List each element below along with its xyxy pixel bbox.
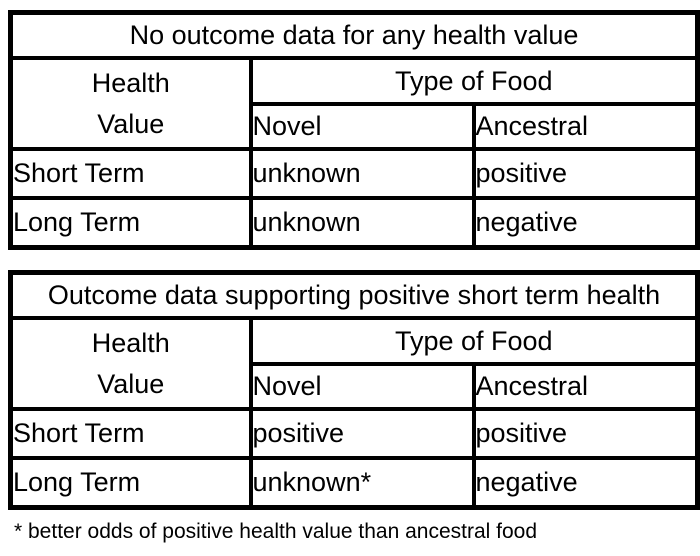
table-2-type-of-food-header: Type of Food <box>248 316 700 366</box>
table-1-type-of-food-header: Type of Food <box>248 56 700 106</box>
table-2-cell-short-term-ancestral: positive <box>471 407 700 460</box>
table-row: Novel Ancestral <box>11 362 700 411</box>
table-no-outcome-data: No outcome data for any health value Hea… <box>8 10 700 250</box>
page: No outcome data for any health value Hea… <box>8 10 700 543</box>
table-1-row-header-short-term: Short Term <box>8 147 253 200</box>
table-2-column-header-novel: Novel <box>248 362 476 411</box>
table-1-column-header-ancestral: Ancestral <box>471 102 700 151</box>
table-row: Health Value Type of Food <box>8 316 700 411</box>
table-2-cell-long-term-novel: unknown* <box>248 456 476 510</box>
table-2-row-header-long-term: Long Term <box>8 456 253 510</box>
table-1-row-header-long-term: Long Term <box>8 196 253 250</box>
table-row: Outcome data supporting positive short t… <box>8 270 700 320</box>
table-2-health-value-header: Health Value <box>8 316 253 411</box>
table-2-cell-short-term-novel: positive <box>248 407 476 460</box>
health-label-line1: Health <box>91 328 170 358</box>
table-row: Long Term unknown negative <box>8 196 700 250</box>
table-2-column-header-ancestral: Ancestral <box>471 362 700 411</box>
table-1-cell-long-term-novel: unknown <box>248 196 476 250</box>
table-row: Health Value Type of Food <box>8 56 700 151</box>
table-1-cell-short-term-ancestral: positive <box>471 147 700 200</box>
table-row: Short Term unknown positive <box>8 147 700 200</box>
table-1-title: No outcome data for any health value <box>8 10 700 60</box>
footnote-asterisk-note: * better odds of positive health value t… <box>14 520 538 543</box>
table-1-cell-long-term-ancestral: negative <box>471 196 700 250</box>
table-row: Short Term positive positive <box>8 407 700 460</box>
table-2-cell-long-term-ancestral: negative <box>471 456 700 510</box>
table-2-row-header-short-term: Short Term <box>8 407 253 460</box>
table-row: Long Term unknown* negative <box>8 456 700 510</box>
table-1-cell-short-term-novel: unknown <box>248 147 476 200</box>
table-row: No outcome data for any health value <box>8 10 700 60</box>
health-label-line2: Value <box>97 108 165 139</box>
table-outcome-data-positive-short-term: Outcome data supporting positive short t… <box>8 270 700 510</box>
table-2-title: Outcome data supporting positive short t… <box>8 270 700 320</box>
table-row: Novel Ancestral <box>11 102 700 151</box>
table-1-column-header-novel: Novel <box>248 102 476 151</box>
health-label-line2: Value <box>97 368 165 399</box>
health-label-line1: Health <box>91 68 170 98</box>
table-1-health-value-header: Health Value <box>8 56 253 151</box>
